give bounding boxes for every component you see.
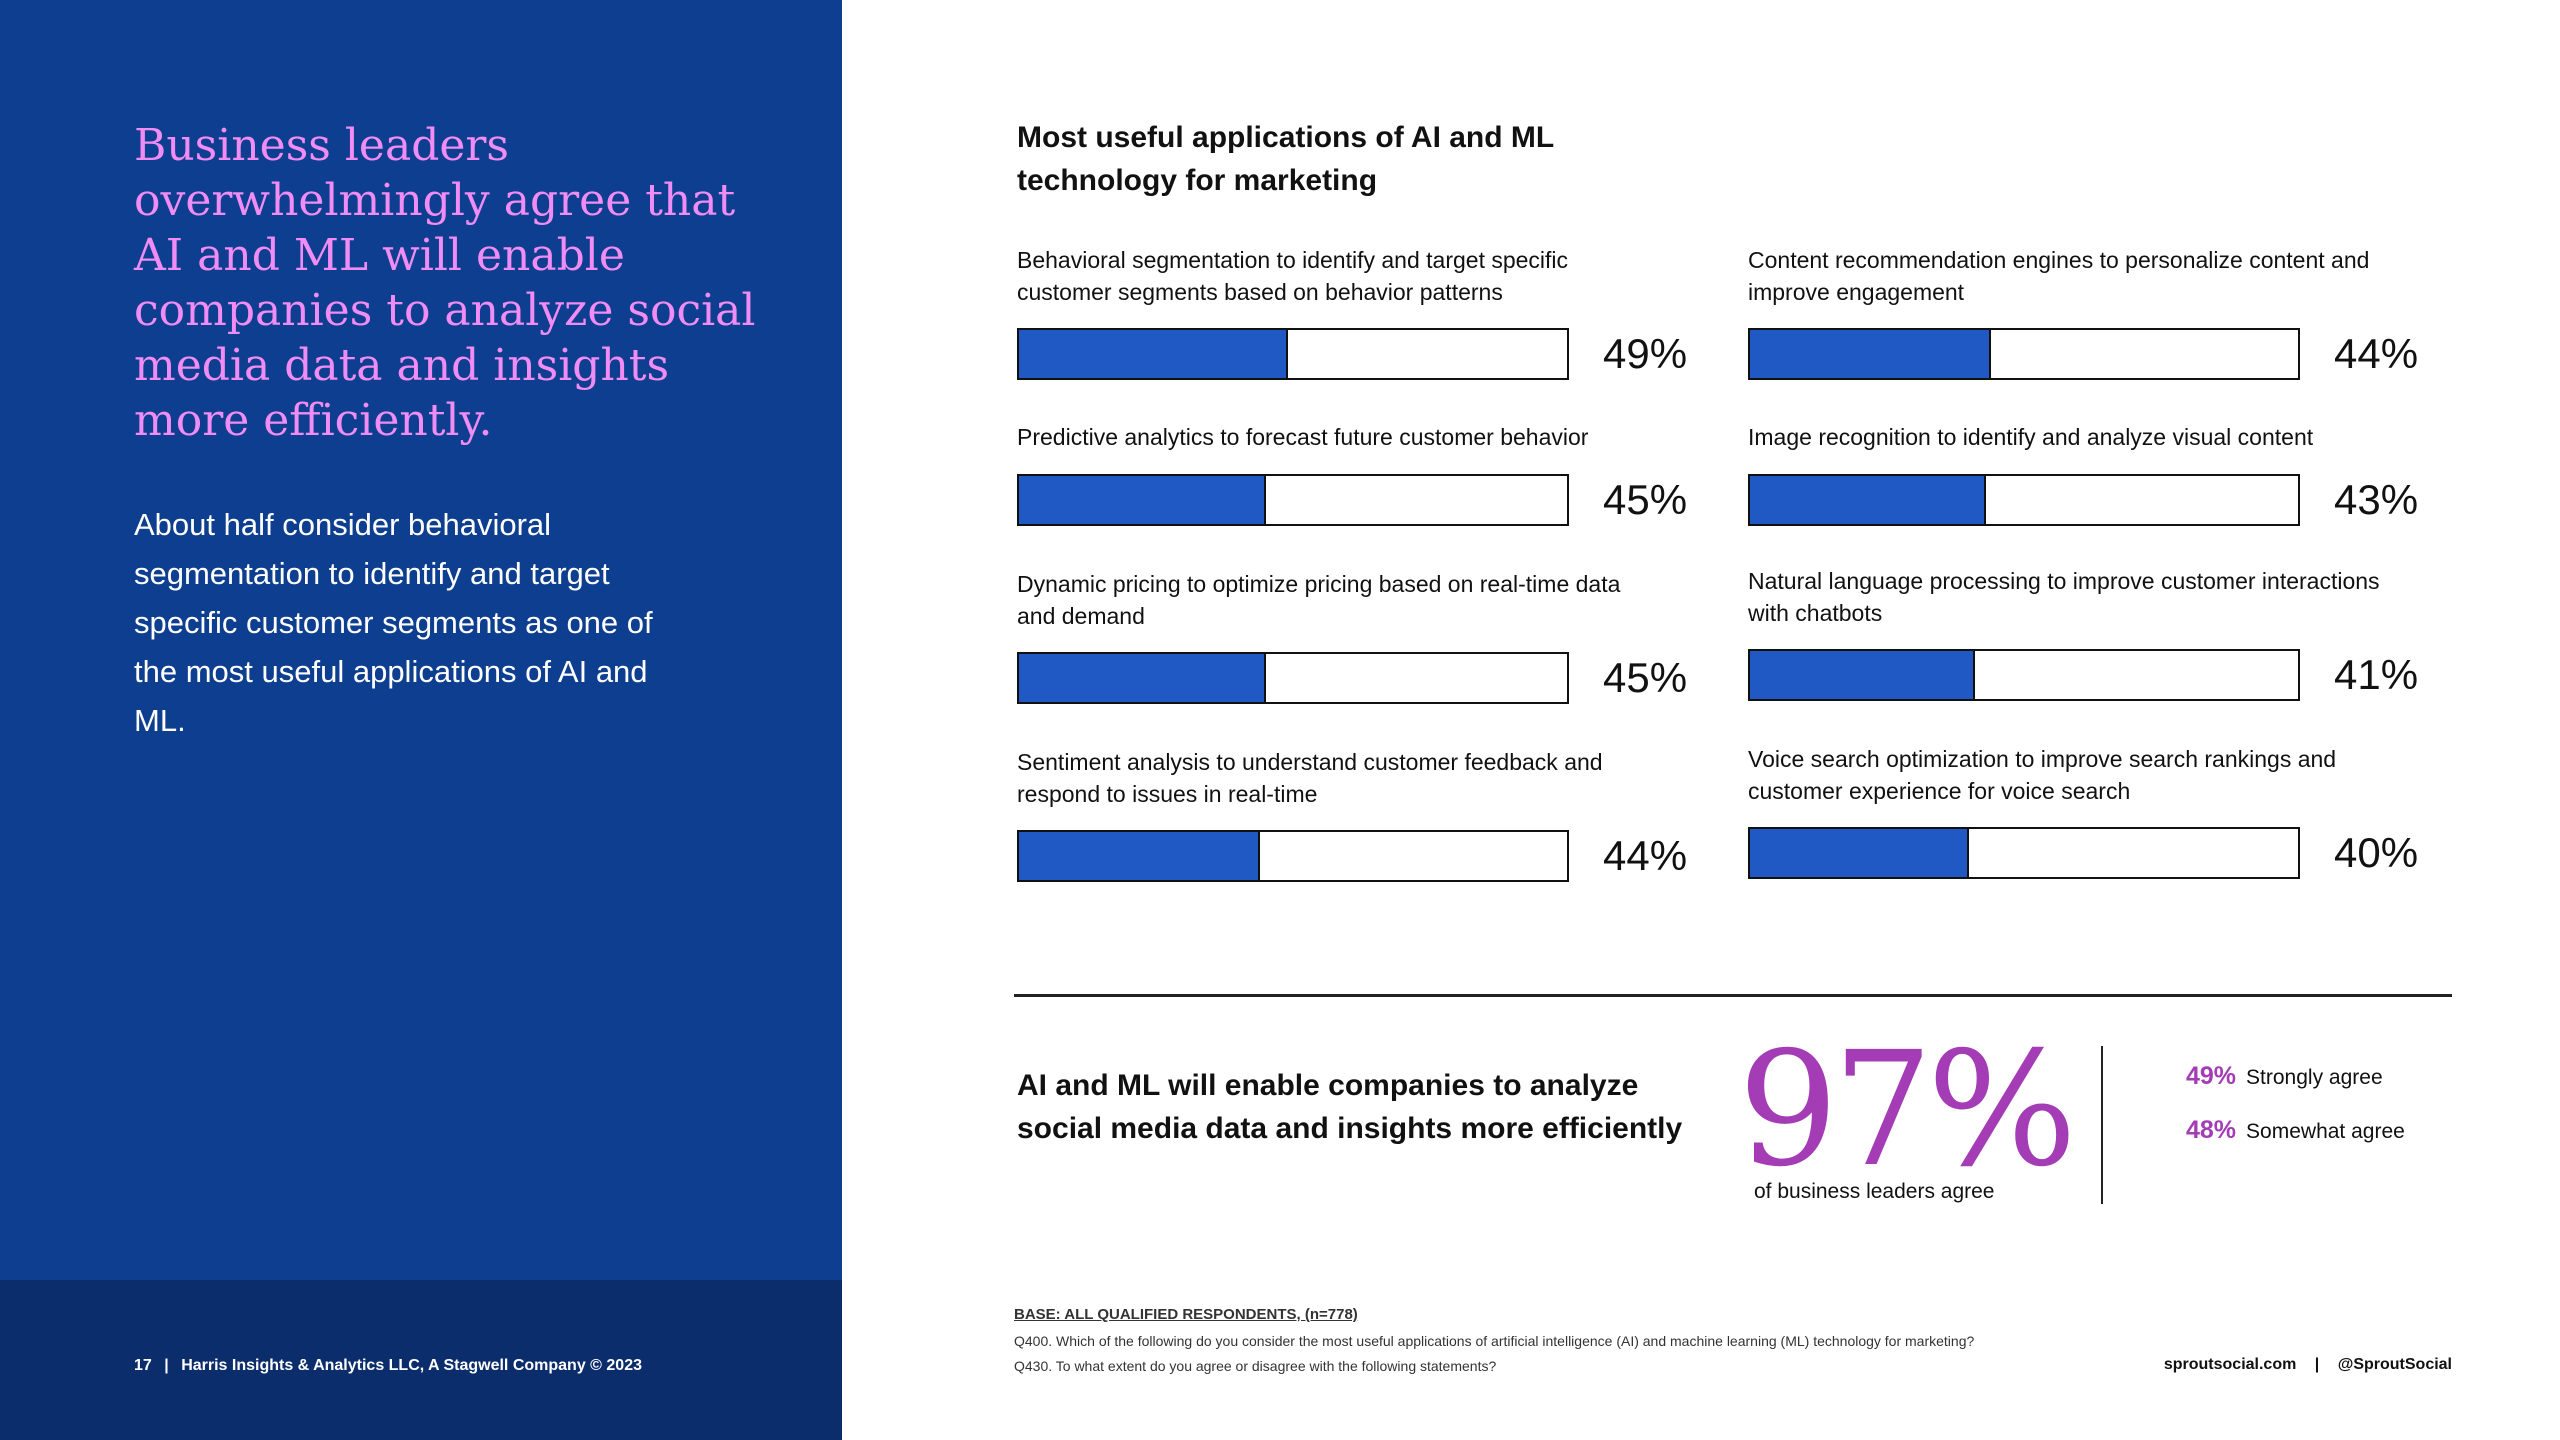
stat-vertical-divider	[2101, 1046, 2103, 1204]
bar-value-label: 45%	[1603, 654, 1688, 701]
bar-value-label: 44%	[1603, 832, 1688, 879]
bar-value-label: 49%	[1603, 330, 1688, 377]
bar-label: Content recommendation engines to person…	[1748, 247, 2370, 305]
site-url: sproutsocial.com	[2163, 1356, 2297, 1373]
bar-value-label: 43%	[2334, 476, 2419, 523]
bar-label: Dynamic pricing to optimize pricing base…	[1017, 571, 1621, 629]
left-footer-band	[0, 1280, 842, 1440]
site-footer: sproutsocial.com | @SproutSocial	[2164, 1356, 2452, 1374]
bar	[1019, 832, 1261, 880]
bar-value-label: 41%	[2334, 651, 2419, 698]
footer-credit: Harris Insights & Analytics LLC, A Stagw…	[181, 1357, 642, 1374]
bar	[1750, 476, 1986, 524]
bar-track	[1017, 474, 1569, 526]
big-stat-value: 97%	[1738, 1018, 2077, 1202]
site-footer-separator: |	[2314, 1356, 2320, 1373]
bar	[1019, 654, 1266, 702]
bar-track	[1748, 649, 2300, 701]
page-footer: 17 | Harris Insights & Analytics LLC, A …	[134, 1357, 642, 1375]
bar-label: Predictive analytics to forecast future …	[1017, 424, 1589, 450]
bar-track	[1017, 830, 1569, 882]
question-note-q400: Q400. Which of the following do you cons…	[1014, 1333, 1975, 1349]
bar	[1019, 476, 1266, 524]
intro-text: About half consider behavioral segmentat…	[134, 507, 653, 738]
breakdown-somewhat-agree: 48% Somewhat agree	[2186, 1116, 2405, 1145]
bar-label: Natural language processing to improve c…	[1748, 568, 2380, 626]
bar-value-label: 40%	[2334, 829, 2419, 876]
breakdown-label: Strongly agree	[2246, 1066, 2383, 1089]
bar	[1019, 330, 1288, 378]
bar-label: Voice search optimization to improve sea…	[1748, 746, 2337, 804]
bar-track	[1017, 328, 1569, 380]
social-handle: @SproutSocial	[2337, 1356, 2452, 1373]
breakdown-label: Somewhat agree	[2246, 1120, 2405, 1143]
bar-track	[1017, 652, 1569, 704]
left-panel	[0, 0, 842, 1440]
big-stat-caption: of business leaders agree	[1754, 1180, 1995, 1203]
chart-title: Most useful applications of AI and ML te…	[1017, 121, 1554, 197]
headline: Business leaders overwhelmingly agree th…	[134, 120, 756, 446]
bar-track	[1748, 827, 2300, 879]
bar-label: Behavioral segmentation to identify and …	[1017, 247, 1569, 305]
breakdown-strongly-agree: 49% Strongly agree	[2186, 1062, 2383, 1091]
stat-statement: AI and ML will enable companies to analy…	[1017, 1069, 1683, 1145]
bar-label: Sentiment analysis to understand custome…	[1017, 749, 1603, 807]
bar-track	[1748, 328, 2300, 380]
bar-label: Image recognition to identify and analyz…	[1748, 424, 2314, 450]
bar-value-label: 44%	[2334, 330, 2419, 377]
bar	[1750, 651, 1975, 699]
question-note-q430: Q430. To what extent do you agree or dis…	[1014, 1358, 1497, 1374]
breakdown-pct: 48%	[2186, 1116, 2237, 1144]
breakdown-pct: 49%	[2186, 1062, 2237, 1090]
page-number: 17	[134, 1357, 152, 1374]
section-divider	[1014, 994, 2452, 997]
bar-track	[1748, 474, 2300, 526]
bar	[1750, 330, 1992, 378]
bar	[1750, 829, 1970, 877]
bar-value-label: 45%	[1603, 476, 1688, 523]
footer-separator: |	[164, 1357, 169, 1374]
base-note: BASE: ALL QUALIFIED RESPONDENTS, (n=778)	[1014, 1306, 1358, 1323]
